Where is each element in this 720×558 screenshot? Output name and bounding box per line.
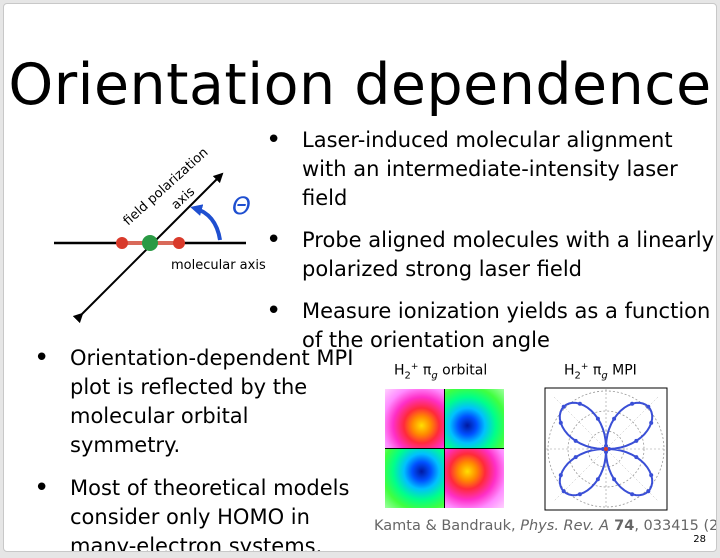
mpi-data-point xyxy=(612,477,617,482)
mpi-data-point xyxy=(604,450,608,454)
bullet-item: • Orientation-dependent MPI plot is refl… xyxy=(34,344,364,460)
mpi-data-point xyxy=(561,404,566,409)
mpi-data-point xyxy=(577,401,582,406)
mpi-polar-plot xyxy=(544,387,668,511)
citation: Kamta & Bandrauk, Phys. Rev. A 74, 03341… xyxy=(374,518,716,534)
mpi-data-point xyxy=(634,455,639,460)
bullet-dot: • xyxy=(266,125,282,155)
mpi-data-point xyxy=(595,416,600,421)
orientation-diagram: field polarization axis Θ molecular axis xyxy=(54,145,266,324)
mpi-data-point xyxy=(558,420,563,425)
slide-title: Orientation dependence xyxy=(8,52,712,118)
bullet-text: Orientation-dependent MPI plot is reflec… xyxy=(70,346,354,457)
mpi-data-point xyxy=(601,447,605,451)
bullet-item: • Laser-induced molecular alignment with… xyxy=(266,126,716,213)
mpi-data-point xyxy=(577,492,582,497)
mpi-data-point xyxy=(646,404,651,409)
atom-left xyxy=(116,237,128,249)
mpi-data-point xyxy=(604,444,608,448)
orbital-figure-label: H2+ πg orbital xyxy=(394,362,488,382)
mpi-data-point xyxy=(649,420,654,425)
bullet-text: Most of theoretical models consider only… xyxy=(70,476,350,552)
slide: Orientation dependence field polarizatio… xyxy=(3,3,717,552)
orbital-lobe xyxy=(445,449,504,508)
atom-center xyxy=(142,235,158,251)
mpi-data-point xyxy=(573,455,578,460)
mpi-figure-label: H2+ πg MPI xyxy=(564,362,637,382)
mpi-data-point xyxy=(573,438,578,443)
mpi-data-point xyxy=(607,447,611,451)
mpi-data-point xyxy=(595,477,600,482)
mpi-data-point xyxy=(612,416,617,421)
angle-theta-label: Θ xyxy=(232,192,251,220)
orbital-image xyxy=(385,389,504,508)
bullet-text: Laser-induced molecular alignment with a… xyxy=(302,128,678,210)
atom-right xyxy=(173,237,185,249)
bullet-dot: • xyxy=(266,225,282,255)
field-label-line1: field polarization xyxy=(121,145,212,229)
bullet-dot: • xyxy=(266,296,282,326)
mpi-data-point xyxy=(558,473,563,478)
mpi-data-point xyxy=(634,438,639,443)
bullet-dot: • xyxy=(34,343,50,373)
bullet-item: • Measure ionization yields as a functio… xyxy=(266,297,716,355)
origin-point xyxy=(604,447,608,451)
mpi-data-point xyxy=(646,489,651,494)
mpi-data-point xyxy=(630,492,635,497)
angle-arc xyxy=(190,204,222,241)
molecular-axis-label: molecular axis xyxy=(171,258,266,273)
orbital-lobe xyxy=(445,389,504,448)
mpi-data-point xyxy=(561,489,566,494)
bullet-dot: • xyxy=(34,473,50,503)
mpi-data-point xyxy=(649,473,654,478)
bullet-text: Measure ionization yields as a function … xyxy=(302,299,711,352)
bullet-item: • Most of theoretical models consider on… xyxy=(34,474,364,552)
orbital-lobe xyxy=(385,389,444,448)
mpi-points xyxy=(558,401,654,497)
bullets-left: • Orientation-dependent MPI plot is refl… xyxy=(34,344,364,552)
page-number: 28 xyxy=(693,534,706,545)
orbital-lobe xyxy=(385,449,444,508)
mpi-data-point xyxy=(630,401,635,406)
bullet-item: • Probe aligned molecules with a linearl… xyxy=(266,226,716,284)
bullets-right: • Laser-induced molecular alignment with… xyxy=(266,126,716,368)
bullet-text: Probe aligned molecules with a linearly … xyxy=(302,228,715,281)
